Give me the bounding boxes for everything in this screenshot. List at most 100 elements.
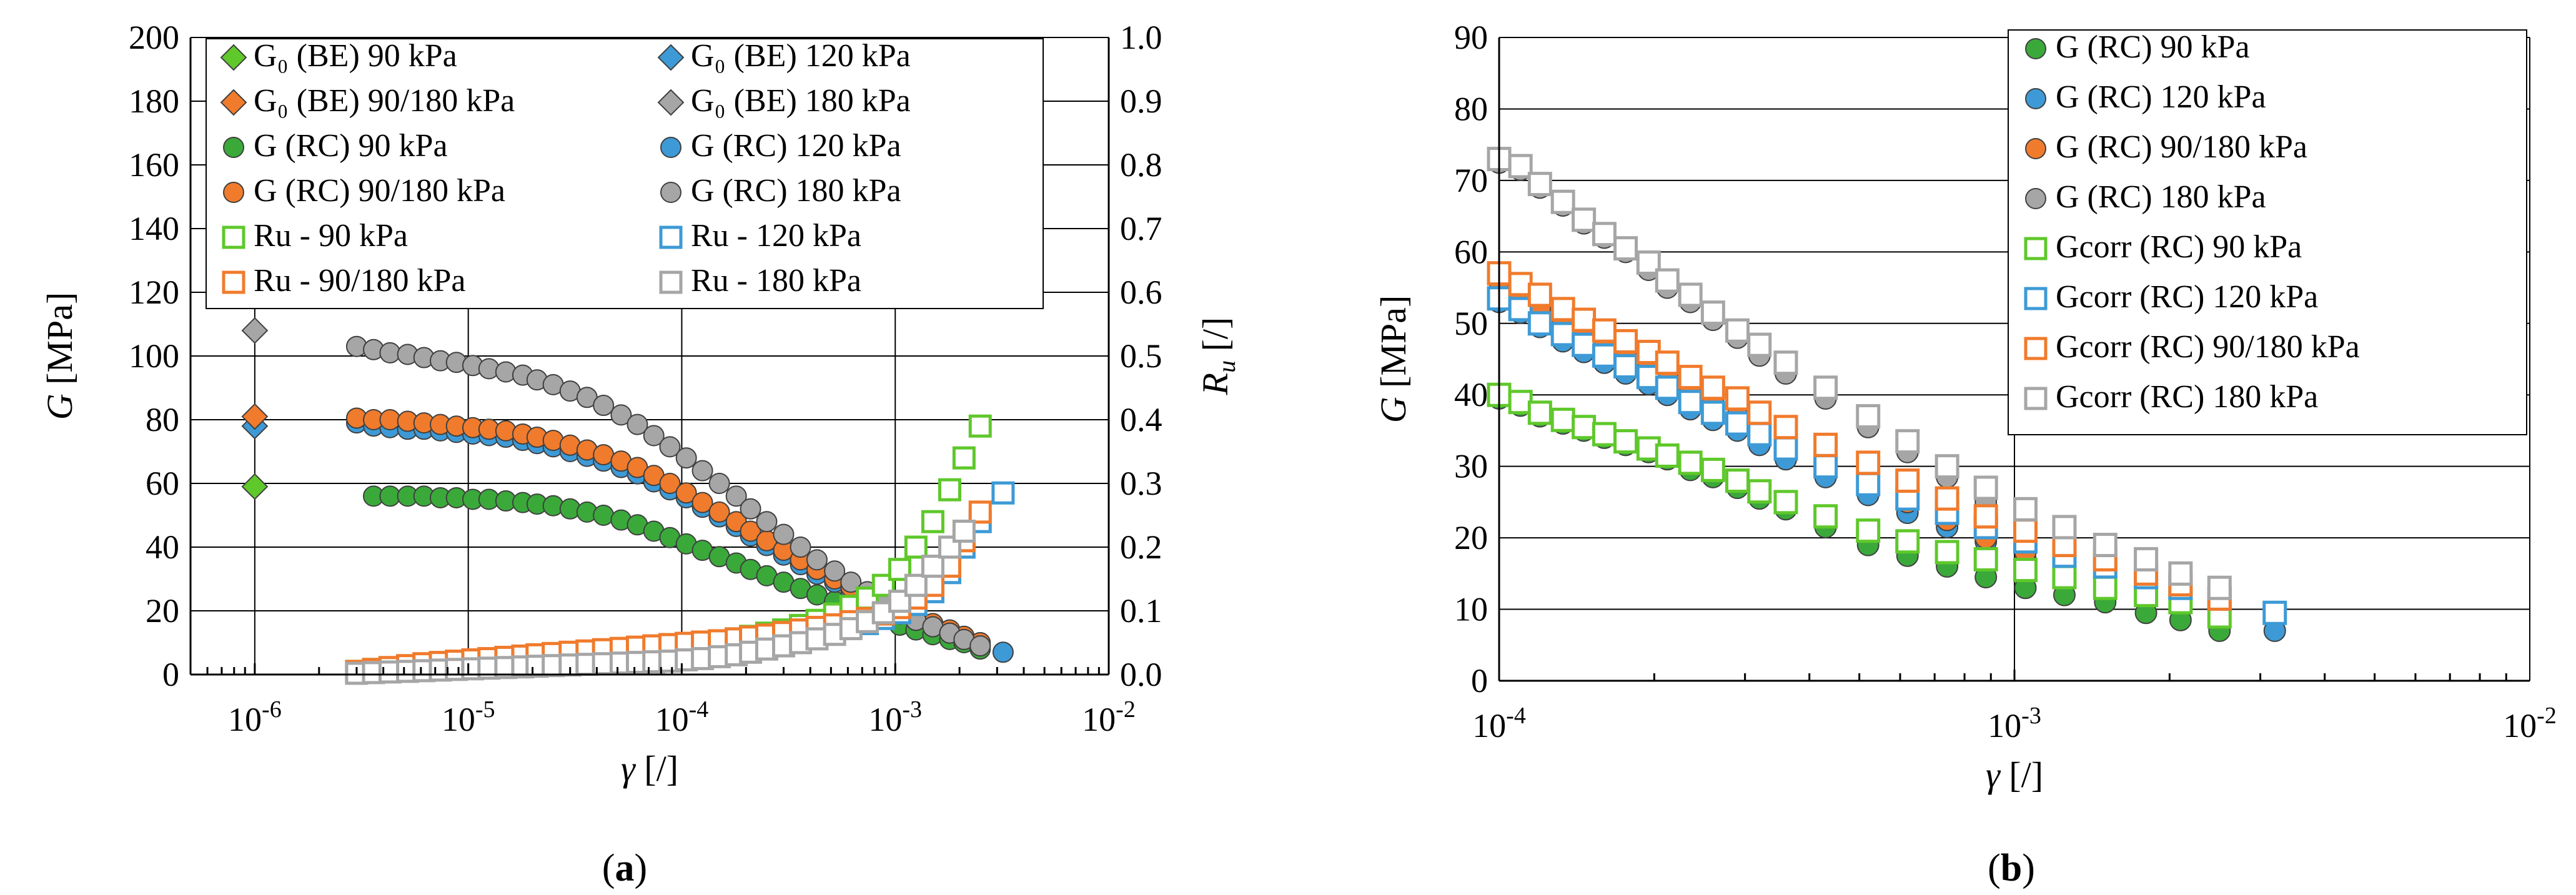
data-point [2134, 546, 2159, 571]
y2-tick-label: 0.4 [1120, 401, 1162, 438]
x-tick-label: 10-5 [442, 696, 495, 738]
legend-marker [2025, 188, 2046, 209]
legend-entry: G₀ (BE) 120 kPa [657, 38, 911, 74]
legend-entry: Ru - 90/180 kPa [222, 263, 465, 299]
legend-label: G (RC) 90/180 kPa [2056, 129, 2307, 165]
chart-panel-a: 0 20 40 60 80 100 120 140 160 180 200 0.0 0.1 0.2 0.3 0… [39, 19, 1241, 889]
y-tick-label: 20 [1454, 519, 1488, 556]
legend-label: G (RC) 180 kPa [2056, 179, 2266, 215]
tick-labels: 0 20 40 60 80 100 120 140 160 180 200 0.0 0.1 0.2 0.3 0… [129, 19, 1162, 738]
legend-marker [222, 270, 245, 294]
legend-box [2008, 29, 2527, 435]
data-point [241, 473, 269, 500]
data-point [2207, 575, 2232, 600]
data-point [904, 535, 928, 559]
y-tick-label: 50 [1454, 305, 1488, 342]
legend-marker [659, 225, 683, 249]
data-point [1934, 540, 1959, 565]
data-point [1773, 415, 1798, 440]
data-point [806, 584, 828, 606]
axes [189, 37, 1110, 676]
legend-marker [2024, 287, 2048, 310]
y-tick-label: 80 [146, 401, 179, 438]
legend-label: Ru - 120 kPa [691, 218, 861, 254]
series-gcorr-rc-180-kpa [1487, 147, 2232, 600]
data-point [1700, 400, 1725, 425]
data-point [938, 478, 961, 502]
data-point [952, 520, 976, 543]
data-point [593, 505, 615, 526]
data-point [610, 404, 632, 426]
data-point [1813, 375, 1838, 400]
y-axis-title: G [MPa] [39, 292, 80, 420]
legend-entry: G (RC) 90 kPa [2025, 29, 2250, 65]
legend-label: G₀ (BE) 180 kPa [691, 83, 911, 119]
data-point [1527, 400, 1552, 425]
data-point [691, 492, 713, 513]
data-point [708, 473, 730, 494]
data-point [659, 436, 681, 458]
y2-tick-label: 0.3 [1120, 465, 1162, 502]
legend: G₀ (BE) 90 kPa G₀ (BE) 120 kPa G₀ (BE) 90/… [206, 38, 1044, 309]
data-point [1655, 443, 1680, 468]
legend-entry: G (RC) 180 kPa [660, 173, 901, 209]
legend-label: G₀ (BE) 120 kPa [691, 38, 911, 74]
x-axis-title: γ [/] [621, 748, 678, 789]
data-point [2052, 515, 2077, 540]
data-point [921, 510, 944, 533]
data-point [1973, 475, 1998, 500]
data-point [1550, 189, 1575, 214]
x-tick-label: 10-4 [1472, 703, 1526, 744]
legend-label: Gcorr (RC) 120 kPa [2056, 279, 2318, 315]
data-point [1527, 311, 1552, 336]
data-point [1813, 432, 1838, 457]
data-point [888, 558, 911, 581]
legend-label: G₀ (BE) 90 kPa [254, 38, 457, 74]
data-point [773, 523, 795, 545]
data-point [1747, 332, 1772, 357]
data-point [740, 520, 761, 542]
data-point [1592, 343, 1617, 368]
data-point [1613, 236, 1638, 261]
data-point [379, 342, 401, 363]
y2-tick-label: 0.9 [1120, 82, 1162, 120]
legend-marker [2025, 138, 2046, 159]
data-point [379, 485, 401, 507]
data-point [1655, 375, 1680, 400]
legend-marker [223, 182, 244, 203]
y-tick-label: 200 [129, 19, 179, 56]
legend-label: G (RC) 120 kPa [2056, 79, 2266, 115]
legend-label: Ru - 90 kPa [254, 218, 408, 254]
data-point [593, 395, 615, 417]
y-tick-label: 20 [146, 592, 179, 630]
legend-marker [220, 44, 247, 71]
legend-marker [657, 89, 685, 116]
data-point [241, 403, 269, 430]
x-tick-label: 10-4 [655, 696, 709, 738]
data-point [1813, 504, 1838, 529]
data-point [1700, 457, 1725, 482]
data-point [675, 482, 697, 504]
x-tick-label: 10-2 [2503, 703, 2557, 744]
legend-marker [223, 137, 244, 158]
data-point [921, 555, 944, 578]
series-ru-180-kpa [345, 520, 976, 685]
tick-labels: 0 10 20 30 40 50 60 70 80 90 10-4 10-3 10-2 [1454, 19, 2557, 744]
data-point [2168, 561, 2193, 586]
data-point [643, 425, 665, 447]
data-point [1773, 436, 1798, 461]
legend-entry: G (RC) 120 kPa [660, 128, 901, 164]
legend-entry: G (RC) 90 kPa [223, 128, 448, 164]
y2-axis-title: Ru [/] [1195, 317, 1241, 396]
legend-entry: Ru - 180 kPa [659, 263, 861, 299]
data-point [1508, 297, 1533, 322]
legend-marker [2024, 337, 2048, 360]
data-point [1747, 479, 1772, 504]
data-point [969, 635, 991, 657]
legend: G (RC) 90 kPa G (RC) 120 kPa G (RC) 90/180… [2008, 29, 2527, 435]
data-point [1725, 468, 1750, 493]
data-point [1700, 300, 1725, 325]
data-point [1678, 450, 1703, 475]
data-point [790, 537, 811, 558]
legend-marker [2025, 38, 2046, 59]
